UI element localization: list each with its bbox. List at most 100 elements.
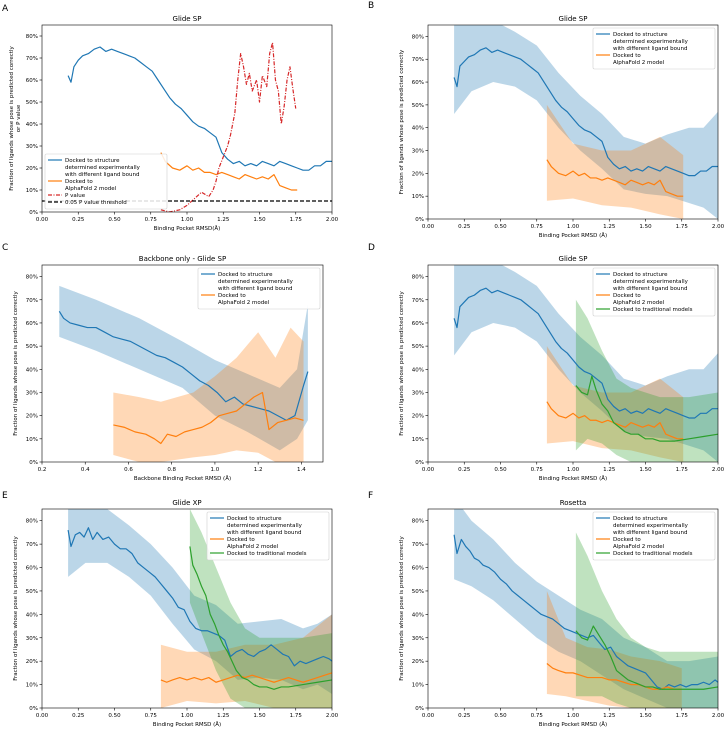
legend-label-2: P value: [65, 193, 86, 199]
y-axis-label: Fraction of ligands whose pose is predic…: [13, 536, 19, 681]
legend-label-0: Docked to structure: [227, 516, 282, 522]
y-axis-label: Fraction of ligands whose pose is predic…: [399, 536, 405, 681]
series-line-0: [453, 287, 718, 419]
x-tick-label: 2.00: [712, 467, 725, 473]
legend-label-0: determined experimentally: [65, 165, 141, 171]
y-tick-label: 30%: [26, 636, 38, 642]
series-line-0: [453, 534, 718, 690]
legend-label-1: Docked to: [613, 53, 641, 59]
legend-label-0: determined experimentally: [613, 39, 689, 45]
y-tick-label: 20%: [26, 414, 38, 420]
y-tick-label: 60%: [26, 78, 38, 84]
x-tick-label: 1.00: [181, 217, 194, 223]
x-tick-label: 1.0: [211, 467, 220, 473]
x-tick-label: 1.00: [567, 224, 580, 230]
y-tick-label: 30%: [412, 149, 424, 155]
x-tick-label: 0.8: [167, 467, 176, 473]
confidence-band-2: [189, 509, 332, 708]
y-tick-label: 70%: [412, 542, 424, 548]
legend-label-1: AlphaFold 2 model: [613, 60, 665, 66]
y-tick-label: 20%: [412, 414, 424, 420]
plot-area: [58, 285, 309, 462]
y-axis-label: Fraction of ligands whose pose is predic…: [399, 49, 405, 194]
confidence-band-2: [575, 532, 718, 708]
x-tick-label: 1.4: [297, 467, 306, 473]
panel-d: D Glide SP 0.00 0.25 0.50 0.75 1.00 1.25 1.50 1.7…: [368, 243, 725, 482]
confidence-band-0: [454, 265, 718, 462]
confidence-band-1: [546, 590, 682, 708]
x-axis-label: Binding Pocket RMSD(Å): [154, 225, 221, 232]
series-line-2: [160, 41, 297, 212]
legend-label-0: with different ligand bound: [613, 46, 688, 52]
legend-label-2: Docked to traditional models: [227, 551, 307, 557]
x-tick-label: 0.25: [72, 713, 85, 719]
legend-box: [592, 27, 716, 70]
legend-label-0: with different ligand bound: [613, 286, 688, 292]
legend-label-1: AlphaFold 2 model: [613, 544, 665, 550]
x-tick-label: 2.00: [712, 224, 725, 230]
x-tick-label: 1.75: [290, 713, 303, 719]
panel-letter: D: [368, 243, 375, 253]
x-tick-label: 0.00: [422, 713, 435, 719]
y-tick-label: 60%: [26, 321, 38, 327]
legend-label-1: AlphaFold 2 model: [613, 300, 665, 306]
x-tick-label: 1.50: [253, 713, 266, 719]
y-tick-label: 60%: [412, 80, 424, 86]
legend-label-0: Docked to structure: [613, 32, 668, 38]
x-tick-label: 2.00: [712, 713, 725, 719]
y-tick-label: 30%: [412, 636, 424, 642]
series-line-1: [160, 152, 298, 191]
y-tick-label: 10%: [412, 194, 424, 200]
legend-box: [197, 267, 321, 310]
plot-area: [453, 25, 718, 219]
legend-box: [44, 153, 168, 210]
x-tick-label: 0.25: [72, 217, 85, 223]
y-tick-label: 10%: [412, 683, 424, 689]
plot-area: [42, 41, 332, 212]
y-tick-label: 50%: [412, 589, 424, 595]
y-tick-label: 30%: [26, 390, 38, 396]
x-tick-label: 0.4: [81, 467, 90, 473]
panel-a: A Glide SP 0.00 0.25 0.50 0.75 1.00 1.25 1.50 1.7…: [2, 4, 339, 232]
x-tick-label: 0.6: [124, 467, 133, 473]
x-tick-label: 1.25: [217, 713, 230, 719]
legend-label-2: Docked to traditional models: [613, 307, 693, 313]
x-tick-label: 0.75: [531, 713, 544, 719]
y-axis-label: Fraction of ligands whose pose is predic…: [399, 291, 405, 436]
panel-letter: F: [368, 491, 373, 501]
panel-letter: B: [368, 1, 374, 11]
y-tick-label: 40%: [412, 126, 424, 132]
x-tick-label: 0.50: [494, 224, 507, 230]
legend-label-0: determined experimentally: [613, 523, 689, 529]
x-tick-label: 0.75: [145, 713, 158, 719]
series-line-1: [546, 401, 684, 440]
x-tick-label: 0.25: [458, 467, 471, 473]
series-line-1: [113, 391, 304, 445]
series-line-0: [58, 311, 309, 421]
x-tick-label: 0.50: [494, 713, 507, 719]
x-tick-label: 0.00: [36, 713, 49, 719]
x-axis-label: Binding Pocket RMSD (Å): [539, 232, 607, 239]
x-tick-label: 1.75: [676, 224, 689, 230]
x-tick-label: 0.50: [494, 467, 507, 473]
plot-area: [453, 265, 718, 462]
x-tick-label: 1.25: [217, 217, 230, 223]
y-tick-label: 30%: [26, 144, 38, 150]
chart-title: Glide XP: [172, 499, 201, 507]
chart-title: Backbone only - Glide SP: [139, 255, 226, 263]
panel-letter: C: [2, 243, 8, 253]
y-tick-label: 80%: [26, 519, 38, 525]
confidence-band-0: [454, 25, 718, 219]
legend-box: [206, 511, 330, 561]
confidence-band-0: [68, 509, 332, 694]
legend-label-0: with different ligand bound: [613, 530, 688, 536]
x-tick-label: 1.50: [253, 217, 266, 223]
y-tick-label: 40%: [26, 122, 38, 128]
y-tick-label: 40%: [26, 367, 38, 373]
y-tick-label: 40%: [412, 367, 424, 373]
chart-title: Glide SP: [173, 15, 202, 23]
series-line-1: [546, 159, 684, 197]
y-tick-label: 50%: [26, 100, 38, 106]
